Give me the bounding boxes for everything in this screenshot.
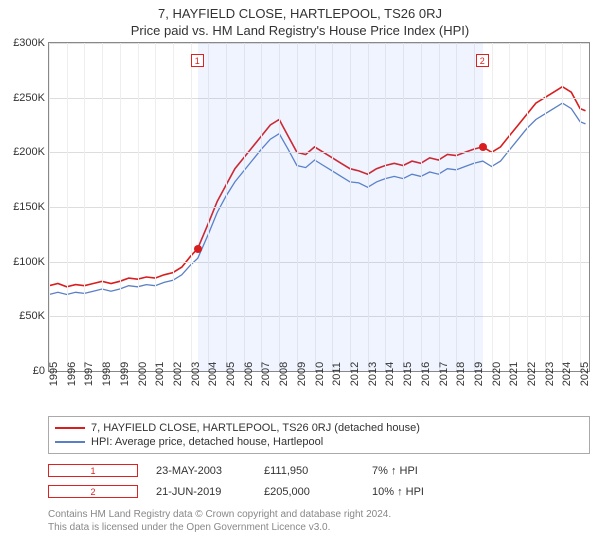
x-axis-label: 2001 (154, 362, 166, 386)
footer-attribution: Contains HM Land Registry data © Crown c… (48, 508, 590, 534)
x-axis-label: 2021 (508, 362, 520, 386)
y-axis-label: £150K (13, 201, 45, 213)
x-axis-labels: 1995199619971998199920002001200220032004… (48, 372, 590, 410)
x-axis-label: 2023 (544, 362, 556, 386)
y-axis-label: £250K (13, 92, 45, 104)
footer-line: This data is licensed under the Open Gov… (48, 521, 590, 534)
x-axis-label: 2022 (526, 362, 538, 386)
sale-row: 1 23-MAY-2003 £111,950 7% ↑ HPI (48, 460, 590, 481)
x-axis-label: 2024 (561, 362, 573, 386)
price-chart: £0£50K£100K£150K£200K£250K£300K12 (48, 42, 590, 372)
x-axis-label: 1998 (101, 362, 113, 386)
chart-title-address: 7, HAYFIELD CLOSE, HARTLEPOOL, TS26 0RJ (0, 6, 600, 21)
sale-row: 2 21-JUN-2019 £205,000 10% ↑ HPI (48, 481, 590, 502)
chart-marker-dot (194, 245, 202, 253)
legend-swatch (55, 427, 85, 429)
x-axis-label: 2005 (225, 362, 237, 386)
sale-marker-icon: 1 (48, 464, 138, 477)
chart-legend: 7, HAYFIELD CLOSE, HARTLEPOOL, TS26 0RJ … (48, 416, 590, 454)
x-axis-label: 2008 (278, 362, 290, 386)
x-axis-label: 2025 (579, 362, 591, 386)
y-axis-label: £50K (19, 310, 45, 322)
y-axis-label: £200K (13, 146, 45, 158)
y-axis-label: £100K (13, 256, 45, 268)
sale-price: £111,950 (264, 465, 354, 477)
x-axis-label: 2002 (172, 362, 184, 386)
x-axis-label: 2013 (367, 362, 379, 386)
x-axis-label: 2006 (243, 362, 255, 386)
x-axis-label: 2017 (438, 362, 450, 386)
chart-marker-box: 2 (476, 54, 489, 67)
legend-item: HPI: Average price, detached house, Hart… (55, 435, 583, 449)
footer-line: Contains HM Land Registry data © Crown c… (48, 508, 590, 521)
sale-marker-icon: 2 (48, 485, 138, 498)
legend-label: HPI: Average price, detached house, Hart… (91, 436, 323, 448)
sale-date: 21-JUN-2019 (156, 486, 246, 498)
x-axis-label: 2011 (331, 362, 343, 386)
x-axis-label: 2019 (473, 362, 485, 386)
x-axis-label: 2010 (314, 362, 326, 386)
x-axis-label: 2012 (349, 362, 361, 386)
x-axis-label: 1995 (48, 362, 60, 386)
legend-label: 7, HAYFIELD CLOSE, HARTLEPOOL, TS26 0RJ … (91, 422, 420, 434)
chart-marker-box: 1 (191, 54, 204, 67)
sale-date: 23-MAY-2003 (156, 465, 246, 477)
x-axis-label: 2020 (491, 362, 503, 386)
x-axis-label: 2004 (207, 362, 219, 386)
x-axis-label: 2015 (402, 362, 414, 386)
sale-price: £205,000 (264, 486, 354, 498)
x-axis-label: 2007 (260, 362, 272, 386)
sale-delta: 10% ↑ HPI (372, 486, 462, 498)
x-axis-label: 1997 (83, 362, 95, 386)
shaded-region (198, 43, 483, 371)
x-axis-label: 1996 (66, 362, 78, 386)
chart-marker-dot (479, 143, 487, 151)
legend-item: 7, HAYFIELD CLOSE, HARTLEPOOL, TS26 0RJ … (55, 421, 583, 435)
chart-title-subtitle: Price paid vs. HM Land Registry's House … (0, 23, 600, 38)
sale-delta: 7% ↑ HPI (372, 465, 462, 477)
x-axis-label: 2003 (190, 362, 202, 386)
y-axis-label: £0 (33, 365, 45, 377)
x-axis-label: 2009 (296, 362, 308, 386)
y-axis-label: £300K (13, 37, 45, 49)
x-axis-label: 1999 (119, 362, 131, 386)
x-axis-label: 2018 (455, 362, 467, 386)
x-axis-label: 2014 (384, 362, 396, 386)
x-axis-label: 2000 (137, 362, 149, 386)
sale-records: 1 23-MAY-2003 £111,950 7% ↑ HPI 2 21-JUN… (48, 460, 590, 502)
x-axis-label: 2016 (420, 362, 432, 386)
legend-swatch (55, 441, 85, 443)
